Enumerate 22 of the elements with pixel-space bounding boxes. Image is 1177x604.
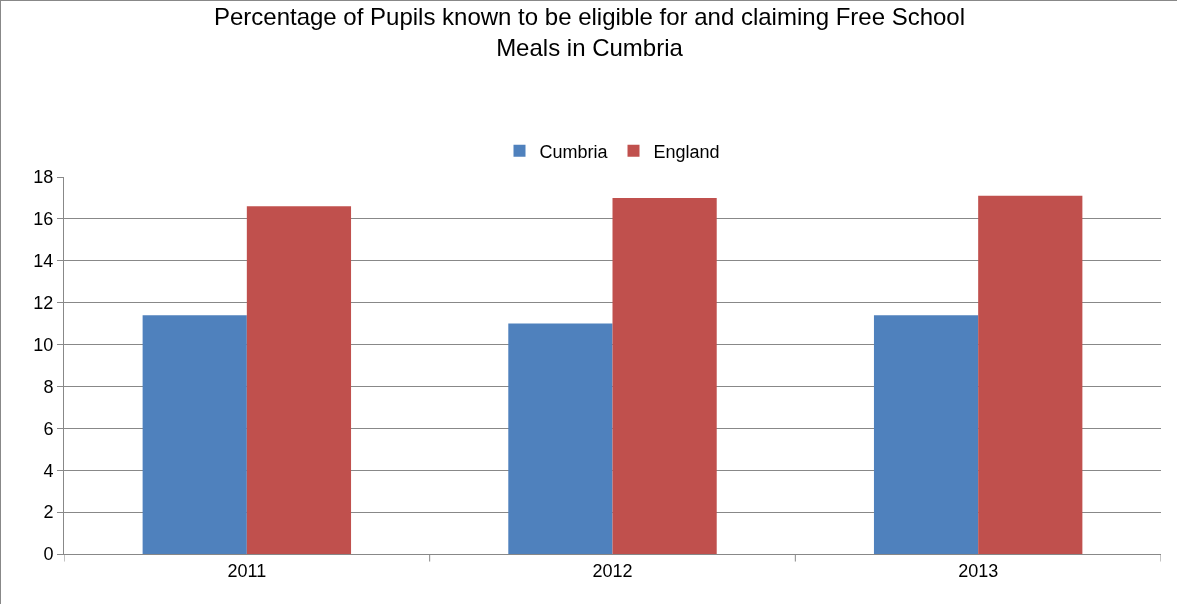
bar [142,315,247,554]
x-tick-label: 2012 [592,560,633,581]
y-tick-label: 14 [33,251,54,272]
y-tick-label: 10 [33,334,54,355]
x-tick-label: 2013 [958,560,999,581]
y-tick-label: 18 [33,167,54,188]
bar [508,323,613,554]
bar [873,315,979,554]
bar [978,195,1083,554]
y-tick-label: 0 [43,544,54,565]
bar [246,206,352,554]
y-tick-label: 12 [33,292,54,313]
y-tick-label: 8 [43,376,54,397]
legend-label: England [653,141,720,162]
x-tick-label: 2011 [227,560,267,581]
y-tick-label: 16 [33,209,54,230]
y-tick-label: 2 [43,502,54,523]
chart-title: Percentage of Pupils known to be eligible for and claiming Free School Meals in Cumbria [213,3,966,62]
y-tick-label: 6 [43,418,54,439]
bar [612,197,717,554]
y-tick-label: 4 [43,460,54,481]
legend-label: Cumbria [539,141,609,162]
